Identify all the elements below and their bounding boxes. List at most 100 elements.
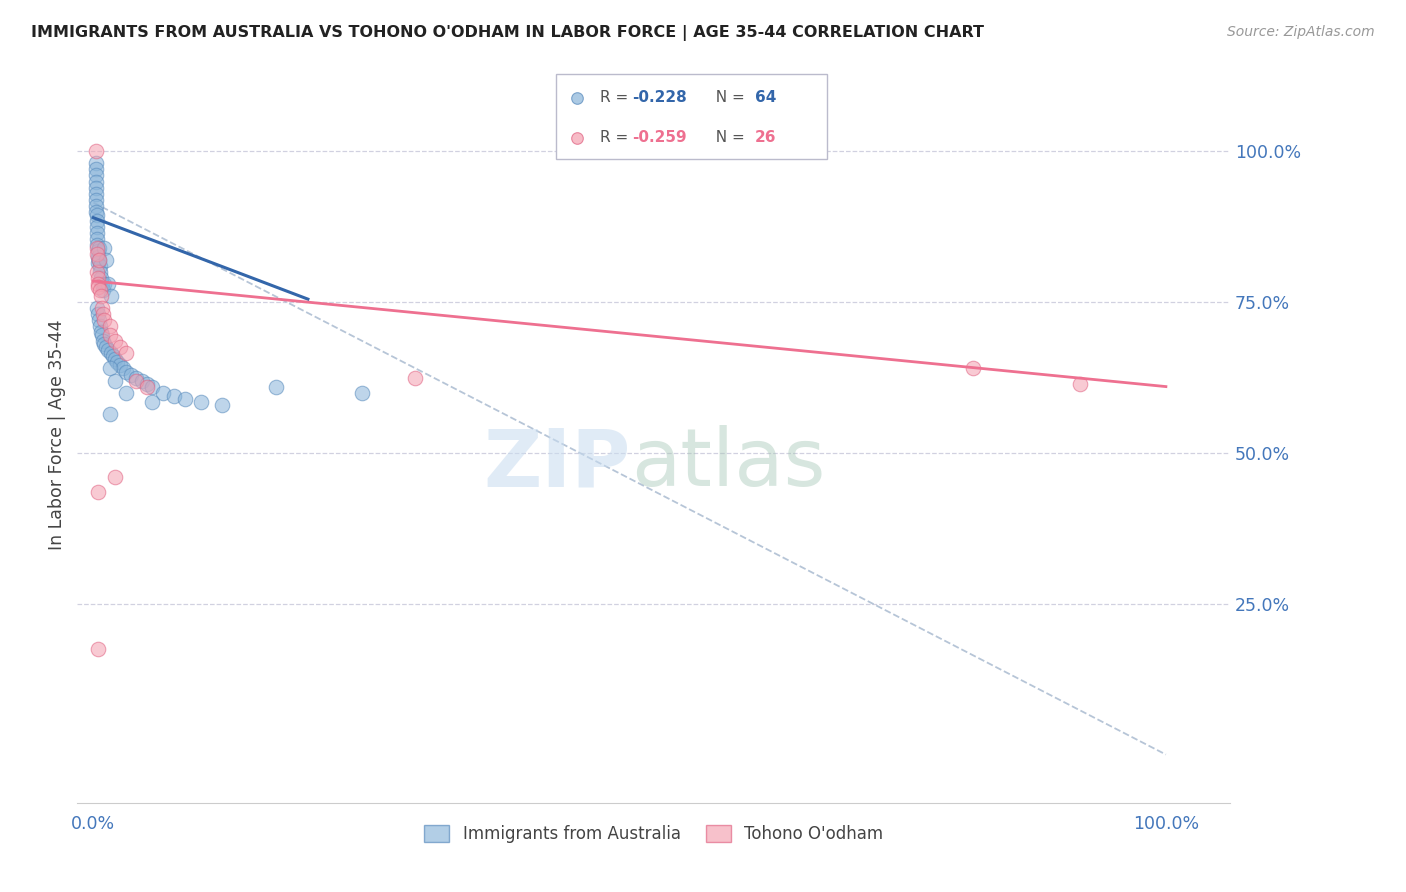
Point — [114, 346, 136, 360]
Point — [98, 319, 121, 334]
Text: 100.0%: 100.0% — [1133, 815, 1199, 833]
Point — [91, 328, 114, 343]
Y-axis label: In Labor Force | Age 35-44: In Labor Force | Age 35-44 — [48, 319, 66, 550]
Point — [104, 374, 127, 388]
Point — [547, 202, 569, 217]
Point — [84, 204, 107, 219]
Point — [89, 319, 111, 334]
Point — [87, 313, 110, 327]
Point — [86, 277, 108, 291]
Point — [87, 252, 110, 267]
Point — [173, 392, 195, 406]
Point — [84, 156, 107, 170]
Point — [91, 334, 114, 349]
Point — [86, 307, 108, 321]
FancyBboxPatch shape — [555, 74, 827, 159]
Text: 26: 26 — [755, 130, 776, 145]
Point — [141, 394, 163, 409]
Point — [110, 340, 132, 354]
Point — [104, 334, 127, 349]
Point — [101, 350, 124, 364]
Point — [93, 241, 115, 255]
Text: R =: R = — [599, 90, 633, 105]
Point — [89, 265, 111, 279]
Point — [86, 301, 108, 315]
Point — [86, 280, 108, 294]
Point — [86, 256, 108, 270]
Point — [112, 361, 135, 376]
Text: Source: ZipAtlas.com: Source: ZipAtlas.com — [1227, 25, 1375, 39]
Point — [100, 346, 122, 360]
Point — [87, 252, 110, 267]
Text: atlas: atlas — [631, 425, 825, 503]
Point — [190, 394, 212, 409]
Text: -0.228: -0.228 — [631, 90, 686, 105]
Text: 64: 64 — [755, 90, 776, 105]
Point — [86, 219, 108, 234]
Point — [91, 307, 114, 321]
Point — [86, 250, 108, 264]
Point — [91, 301, 114, 315]
Point — [96, 252, 118, 267]
Point — [90, 326, 112, 340]
Point — [91, 277, 114, 291]
Point — [84, 180, 107, 194]
Text: 0.0%: 0.0% — [72, 815, 115, 833]
Text: -0.259: -0.259 — [631, 130, 686, 145]
Point — [84, 199, 107, 213]
Text: R =: R = — [599, 130, 633, 145]
Point — [93, 337, 115, 351]
Point — [114, 385, 136, 400]
Point — [96, 340, 118, 354]
Point — [1069, 376, 1091, 391]
Text: N =: N = — [706, 90, 749, 105]
Point — [97, 343, 120, 358]
Text: ZIP: ZIP — [484, 425, 631, 503]
Point — [86, 247, 108, 261]
Point — [136, 379, 159, 393]
Point — [93, 313, 115, 327]
Point — [264, 379, 287, 393]
Point — [86, 213, 108, 227]
Point — [131, 374, 153, 388]
Point — [120, 368, 142, 382]
Point — [547, 169, 569, 184]
Text: IMMIGRANTS FROM AUSTRALIA VS TOHONO O'ODHAM IN LABOR FORCE | AGE 35-44 CORRELATI: IMMIGRANTS FROM AUSTRALIA VS TOHONO O'OD… — [31, 25, 984, 41]
Point — [404, 370, 426, 384]
Point — [141, 379, 163, 393]
Point — [84, 169, 107, 183]
Point — [86, 237, 108, 252]
Point — [87, 241, 110, 255]
Point — [86, 244, 108, 258]
Point — [89, 283, 111, 297]
Point — [125, 374, 148, 388]
Point — [98, 361, 121, 376]
Point — [86, 485, 108, 500]
Point — [211, 398, 233, 412]
Point — [104, 352, 127, 367]
Point — [86, 271, 108, 285]
Point — [89, 259, 111, 273]
Point — [86, 241, 108, 255]
Point — [152, 385, 174, 400]
Point — [163, 389, 186, 403]
Point — [84, 162, 107, 177]
Point — [110, 359, 132, 373]
Point — [84, 145, 107, 159]
Text: N =: N = — [706, 130, 749, 145]
Point — [114, 364, 136, 378]
Point — [84, 174, 107, 188]
Point — [98, 328, 121, 343]
Point — [962, 361, 984, 376]
Point — [100, 289, 122, 303]
Point — [90, 271, 112, 285]
Point — [98, 407, 121, 421]
Point — [86, 265, 108, 279]
Point — [84, 186, 107, 201]
Point — [136, 376, 159, 391]
Point — [90, 289, 112, 303]
Point — [104, 470, 127, 484]
Point — [86, 232, 108, 246]
Point — [86, 642, 108, 657]
Point — [86, 208, 108, 222]
